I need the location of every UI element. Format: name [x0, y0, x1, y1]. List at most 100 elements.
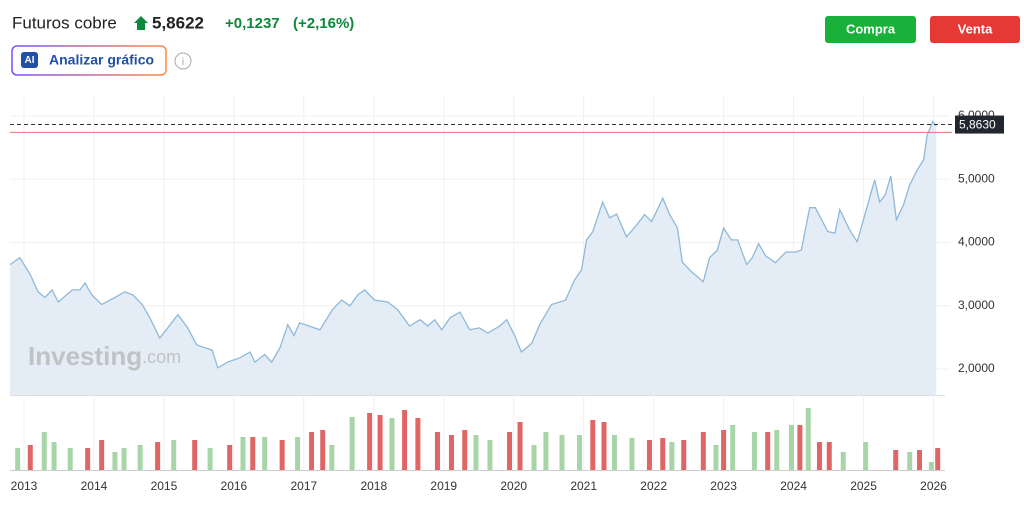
x-tick-label: 2019	[430, 479, 457, 493]
volume-bar	[51, 442, 57, 470]
volume-bar	[402, 410, 408, 470]
volume-bar	[543, 432, 549, 470]
volume-bar	[507, 432, 513, 470]
up-arrow	[134, 16, 148, 30]
volume-bar	[531, 445, 537, 470]
volume-bar	[349, 417, 355, 470]
volume-bar	[669, 442, 675, 470]
volume-bar	[788, 425, 794, 470]
last-price-box	[955, 115, 1004, 134]
volume-bar	[700, 432, 706, 470]
change-pct: (+2,16%)	[293, 15, 354, 32]
ai-icon	[21, 52, 38, 68]
volume-bar	[611, 435, 617, 470]
x-tick-label: 2023	[710, 479, 737, 493]
volume-bar	[377, 415, 383, 470]
volume-bar	[85, 448, 91, 470]
x-tick-label: 2025	[850, 479, 877, 493]
y-tick-label: 2,0000	[958, 361, 995, 375]
x-tick-label: 2018	[360, 479, 387, 493]
volume-bar	[207, 448, 213, 470]
volume-bar	[590, 420, 596, 470]
volume-bar	[155, 442, 161, 470]
volume-bar	[826, 442, 832, 470]
volume-bar	[660, 438, 666, 470]
volume-bar	[907, 452, 913, 470]
volume-bar	[893, 450, 899, 470]
volume-bar	[448, 435, 454, 470]
volume-bar	[67, 448, 73, 470]
volume-bar	[171, 440, 177, 470]
info-icon-i: i	[182, 56, 184, 68]
volume-bar	[389, 418, 395, 470]
ai-button-label: Analizar gráfico	[49, 52, 154, 68]
volume-bar	[774, 430, 780, 470]
volume-bar	[721, 430, 727, 470]
volume-bar	[320, 430, 326, 470]
volume-bar	[27, 445, 33, 470]
volume-bar	[816, 442, 822, 470]
x-tick-label: 2021	[570, 479, 597, 493]
volume-bar	[917, 450, 923, 470]
x-tick-label: 2015	[151, 479, 178, 493]
volume-bar	[367, 413, 373, 470]
y-tick-label: 5,0000	[958, 171, 995, 185]
volume-bar	[227, 445, 233, 470]
x-tick-label: 2026	[920, 479, 947, 493]
volume-bar	[765, 432, 771, 470]
x-tick-label: 2024	[780, 479, 807, 493]
buy-label: Compra	[846, 21, 896, 36]
sell-button[interactable]	[930, 16, 1020, 43]
x-tick-label: 2016	[221, 479, 248, 493]
volume-bar	[713, 445, 719, 470]
volume-bar	[559, 435, 565, 470]
volume-bar	[473, 435, 479, 470]
x-tick-label: 2020	[500, 479, 527, 493]
x-tick-label: 2017	[290, 479, 317, 493]
y-tick-label: 4,0000	[958, 235, 995, 249]
x-tick-label: 2022	[640, 479, 667, 493]
volume-bar	[240, 437, 246, 470]
watermark-main: Investing	[28, 341, 142, 371]
volume-bar	[121, 448, 127, 470]
volume-bar	[517, 422, 523, 470]
volume-bar	[751, 432, 757, 470]
volume-bar	[601, 422, 607, 470]
buy-button[interactable]	[825, 16, 916, 43]
volume-bar	[797, 425, 803, 470]
volume-bar	[295, 437, 301, 470]
volume-bar	[279, 440, 285, 470]
volume-bar	[935, 448, 941, 470]
volume-bar	[805, 408, 811, 470]
change: +0,1237	[225, 15, 280, 32]
volume-bar	[462, 430, 468, 470]
volume-bar	[863, 442, 869, 470]
instrument-title: Futuros cobre	[12, 13, 117, 32]
volume-bar	[730, 425, 736, 470]
price-area	[10, 121, 937, 395]
info-icon[interactable]	[174, 52, 192, 70]
volume-bar	[576, 435, 582, 470]
price: 5,8622	[152, 13, 204, 32]
ai-button[interactable]	[11, 45, 167, 76]
price-line	[9, 120, 937, 369]
watermark: Investing.com	[28, 341, 181, 371]
volume-bar	[112, 452, 118, 470]
volume-bar	[629, 438, 635, 470]
ai-icon-text: AI	[25, 55, 35, 66]
volume-bar	[840, 452, 846, 470]
volume-bar	[309, 432, 315, 470]
plot: 2013 2014 2015 2016 2017 2018 2019 2020 2021 2022…	[9, 95, 1004, 493]
volume-bar	[137, 445, 143, 470]
volume-bar	[15, 448, 21, 470]
x-tick-label: 2014	[81, 479, 108, 493]
x-tick-label: 2013	[11, 479, 38, 493]
watermark-suffix: .com	[142, 347, 181, 367]
volume-bar	[262, 437, 268, 470]
volume-bar	[192, 440, 198, 470]
volume-bar	[415, 418, 421, 470]
volume-bar	[250, 437, 256, 470]
volume-bar	[928, 462, 934, 470]
